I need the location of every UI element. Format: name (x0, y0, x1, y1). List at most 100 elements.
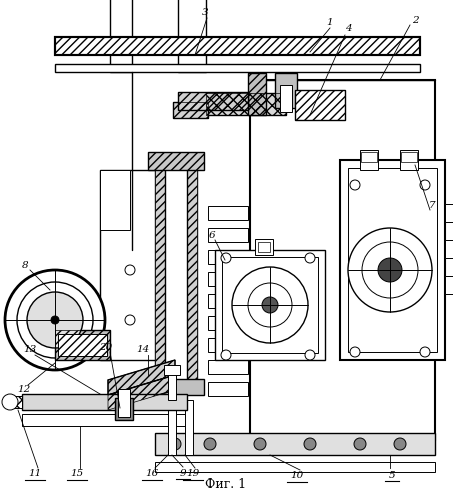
Bar (280, 85, 292, 112)
Polygon shape (108, 360, 175, 395)
Circle shape (221, 350, 231, 360)
Bar (445, 204, 453, 222)
Circle shape (169, 438, 181, 450)
Text: 1: 1 (327, 17, 333, 26)
Bar (148, 152, 204, 170)
Bar (295, 90, 345, 120)
Bar (361, 152, 377, 162)
Bar (22, 394, 187, 410)
Text: 4: 4 (345, 23, 352, 32)
Bar (445, 276, 453, 294)
Text: 11: 11 (29, 470, 42, 479)
Bar (55, 330, 110, 360)
Circle shape (262, 297, 278, 313)
Bar (208, 294, 248, 308)
Circle shape (350, 180, 360, 190)
Bar (110, 0, 132, 72)
Circle shape (362, 242, 418, 298)
Circle shape (5, 270, 105, 370)
Bar (275, 73, 297, 108)
Circle shape (348, 228, 432, 312)
Circle shape (420, 180, 430, 190)
Text: Фиг. 1: Фиг. 1 (206, 478, 246, 491)
Bar (206, 93, 286, 115)
Circle shape (51, 316, 59, 324)
Bar (248, 73, 266, 115)
Circle shape (27, 292, 83, 348)
Bar (178, 92, 248, 110)
Text: 3: 3 (202, 7, 208, 16)
Text: 20: 20 (99, 342, 113, 351)
Bar (445, 240, 453, 258)
Text: 2: 2 (412, 15, 418, 24)
Bar (340, 160, 445, 360)
Bar (400, 150, 418, 170)
Bar (55, 37, 420, 55)
Bar (173, 102, 208, 118)
Bar (208, 272, 248, 286)
Bar (165, 165, 187, 380)
Text: 6: 6 (209, 231, 215, 240)
Circle shape (350, 347, 360, 357)
Bar (168, 400, 176, 455)
Bar (55, 64, 420, 72)
Bar (248, 73, 266, 115)
Bar (208, 206, 248, 220)
Bar (148, 152, 204, 170)
Circle shape (254, 438, 266, 450)
Bar (22, 414, 187, 426)
Bar (118, 389, 130, 417)
Bar (348, 168, 437, 352)
Text: 14: 14 (136, 345, 149, 354)
Bar (187, 165, 197, 385)
Bar (155, 165, 197, 385)
Bar (208, 360, 248, 374)
Bar (255, 239, 273, 255)
Bar (178, 0, 206, 72)
Text: 19: 19 (186, 470, 200, 479)
Bar (164, 365, 180, 375)
Text: 16: 16 (145, 470, 159, 479)
Circle shape (204, 438, 216, 450)
Bar (208, 382, 248, 396)
Bar (100, 170, 160, 360)
Bar (208, 250, 248, 264)
Text: 12: 12 (17, 386, 31, 395)
Bar (168, 372, 176, 400)
Circle shape (2, 394, 18, 410)
Bar (206, 93, 286, 115)
Circle shape (378, 258, 402, 282)
Circle shape (17, 282, 93, 358)
Text: 10: 10 (290, 472, 304, 481)
Circle shape (125, 315, 135, 325)
Bar (155, 165, 165, 385)
Circle shape (304, 438, 316, 450)
Text: 15: 15 (70, 470, 84, 479)
Text: 7: 7 (429, 201, 435, 210)
Bar (208, 338, 248, 352)
Bar (360, 150, 378, 170)
Circle shape (305, 253, 315, 263)
Circle shape (232, 267, 308, 343)
Text: 9: 9 (180, 469, 186, 478)
Circle shape (125, 265, 135, 275)
Bar (178, 92, 248, 110)
Bar (155, 462, 435, 472)
Bar (173, 102, 208, 118)
Bar (8, 396, 22, 408)
Bar (155, 433, 435, 455)
Bar (222, 257, 318, 353)
Bar (148, 379, 204, 395)
Bar (208, 316, 248, 330)
Circle shape (305, 350, 315, 360)
Circle shape (394, 438, 406, 450)
Circle shape (420, 347, 430, 357)
Circle shape (248, 283, 292, 327)
Bar (215, 250, 325, 360)
Bar (55, 37, 420, 55)
Circle shape (221, 253, 231, 263)
Bar (8, 396, 22, 408)
Bar (208, 228, 248, 242)
Polygon shape (100, 170, 130, 230)
Bar (250, 80, 435, 440)
